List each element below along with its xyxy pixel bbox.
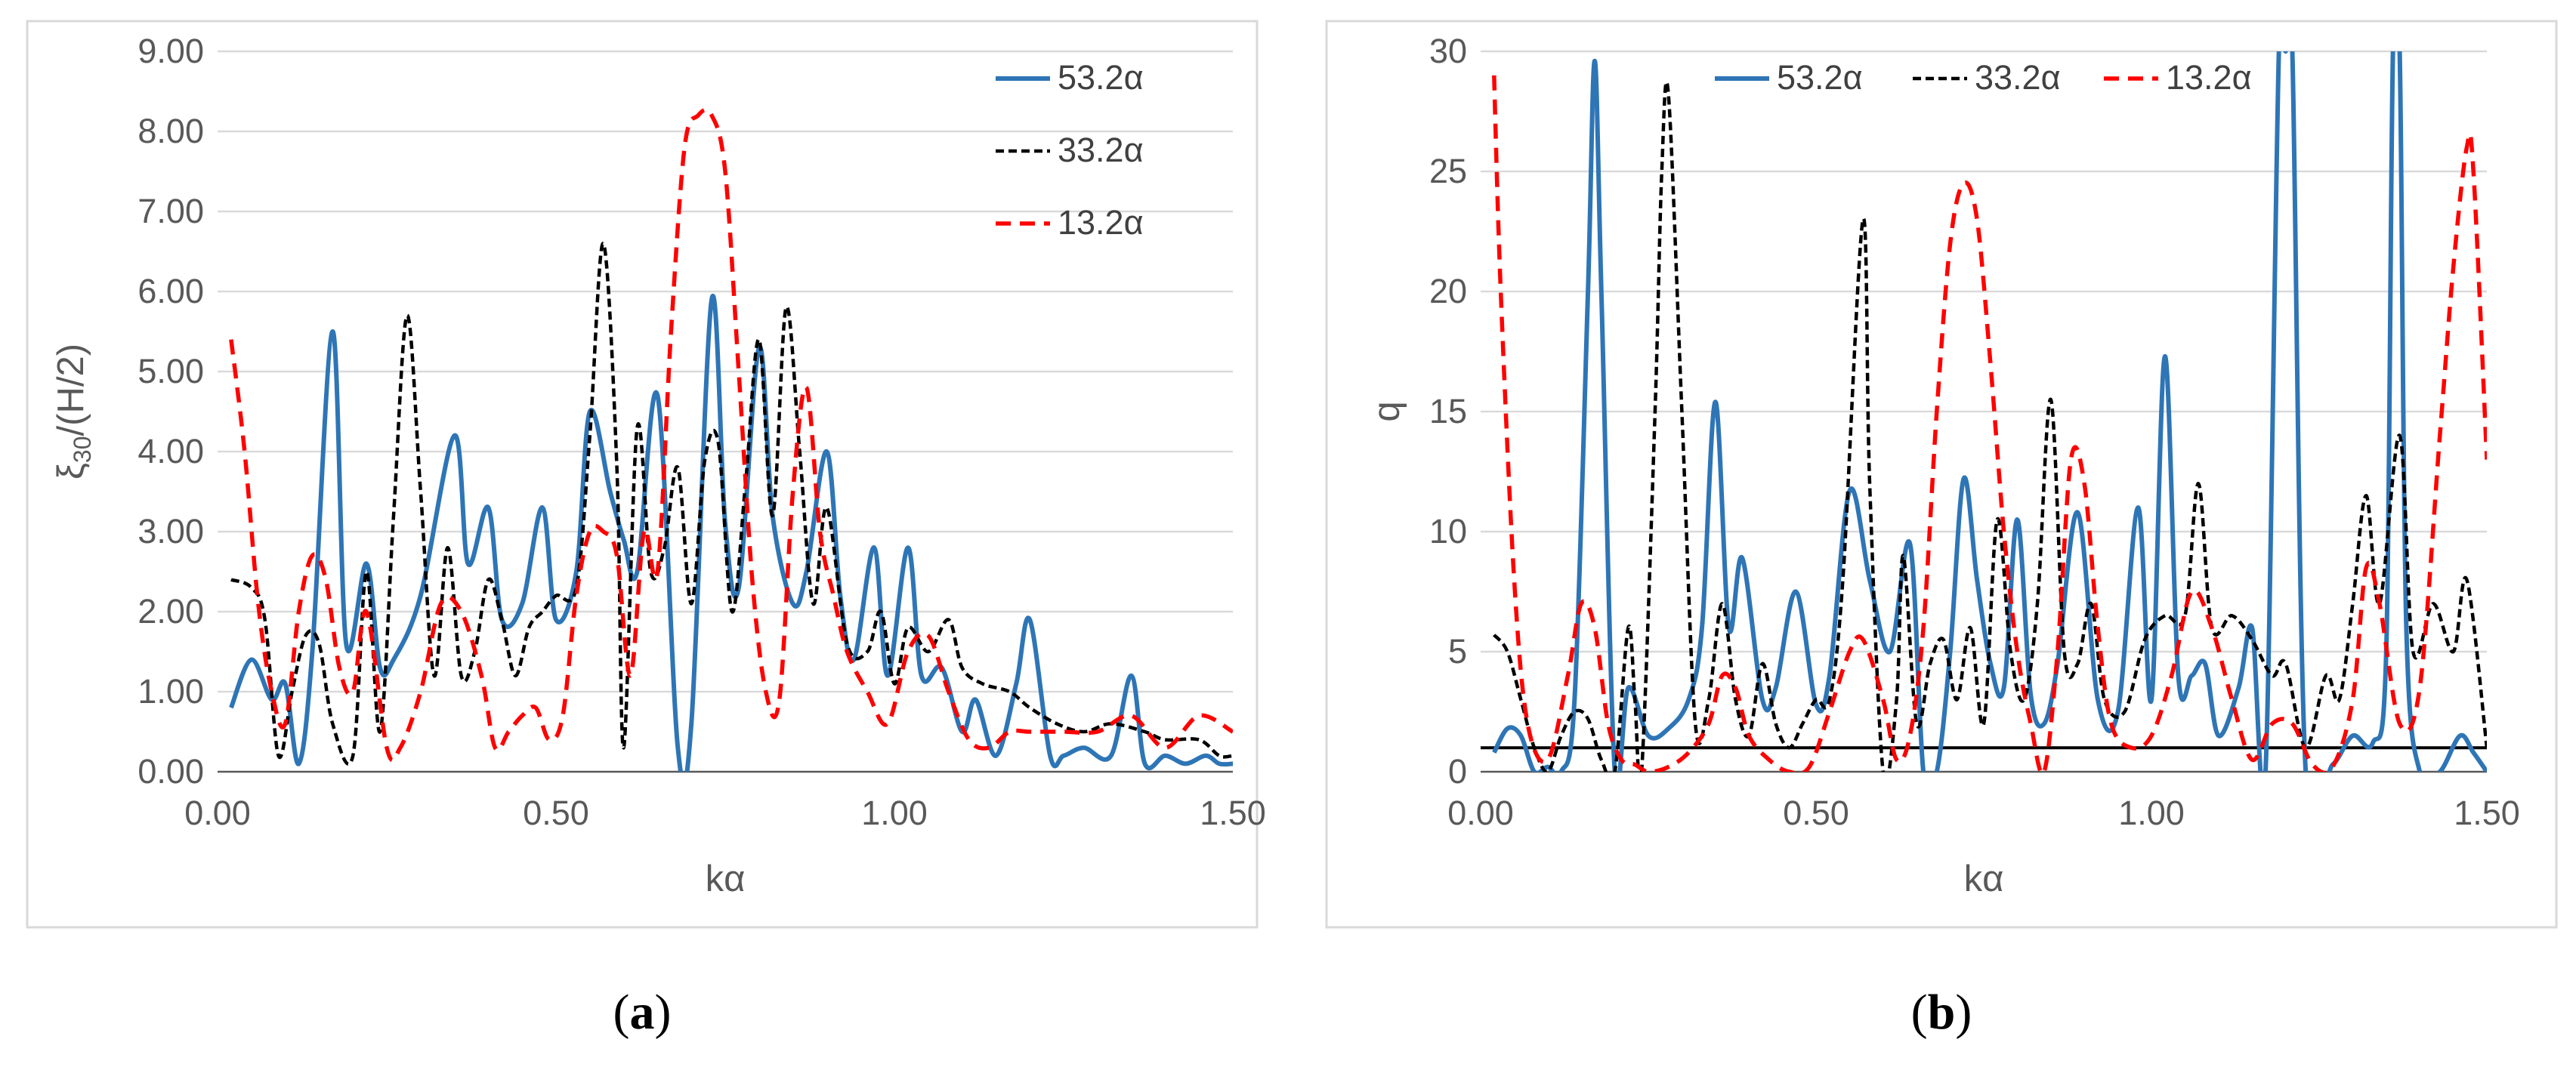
y-tick-label: 20 <box>1429 272 1467 310</box>
panel-a-x-tick-labels: 0.00 0.50 1.00 1.50 <box>184 794 1266 832</box>
legend-label-2: 33.2α <box>1058 131 1144 169</box>
x-tick-label: 0.00 <box>1447 794 1514 832</box>
legend-label-1: 53.2α <box>1058 58 1144 97</box>
x-tick-label: 0.50 <box>1783 794 1849 832</box>
y-tick-label: 6.00 <box>137 272 204 310</box>
panel-b-legend: 53.2α 33.2α 13.2α <box>1715 58 2252 97</box>
panel-b-y-tick-labels: 0 5 10 15 20 25 30 <box>1429 32 1467 791</box>
y-tick-label: 7.00 <box>137 192 204 230</box>
legend-label-3: 13.2α <box>1058 203 1144 242</box>
x-tick-label: 1.50 <box>2454 794 2520 832</box>
y-tick-label: 10 <box>1429 512 1467 550</box>
y-tick-label: 25 <box>1429 152 1467 190</box>
panel-a-y-axis-title: ξ30/(H/2) <box>51 344 96 480</box>
y-tick-label: 0.00 <box>137 752 204 791</box>
legend-label-3: 13.2α <box>2166 58 2252 97</box>
panel-b-plot-area <box>1481 51 2487 772</box>
y-tick-label: 30 <box>1429 32 1467 70</box>
series-line-2 <box>230 242 1233 766</box>
panel-b-x-axis-title: kα <box>1964 859 2004 899</box>
panel-b-frame <box>1325 20 2558 929</box>
panel-b: 0 5 10 15 20 25 30 0.00 0.50 1.00 1.50 kα q 53.2α… <box>1325 20 2558 929</box>
panel-a-x-axis-title: kα <box>706 859 746 899</box>
y-tick-label: 2.00 <box>137 592 204 631</box>
y-tick-label: 5.00 <box>137 352 204 390</box>
series-line-3 <box>229 107 1233 763</box>
y-tick-label: 0 <box>1448 752 1467 791</box>
y-tick-label: 4.00 <box>137 432 204 470</box>
panel-b-y-axis-title: q <box>1367 401 1407 421</box>
y-title-rest: /(H/2) <box>51 344 91 436</box>
legend-label-1: 53.2α <box>1777 58 1863 97</box>
panel-a-legend: 53.2α 33.2α 13.2α <box>996 58 1144 242</box>
panel-b-caption: (b) <box>1911 985 1972 1040</box>
series-line-3 <box>1492 75 2487 772</box>
svg-text:ξ30/(H/2): ξ30/(H/2) <box>51 344 96 480</box>
y-tick-label: 5 <box>1448 632 1467 671</box>
y-tick-label: 15 <box>1429 392 1467 430</box>
y-tick-label: 3.00 <box>137 512 204 550</box>
x-tick-label: 0.50 <box>523 794 589 832</box>
legend-label-2: 33.2α <box>1975 58 2061 97</box>
x-tick-label: 1.50 <box>1200 794 1266 832</box>
y-title-base: ξ <box>51 463 91 480</box>
y-title-subscript: 30 <box>69 436 96 463</box>
x-tick-label: 1.00 <box>2118 794 2185 832</box>
x-tick-label: 1.00 <box>861 794 928 832</box>
panel-a: 0.00 1.00 2.00 3.00 4.00 5.00 6.00 7.00 8.00 9.00… <box>26 20 1266 929</box>
panel-b-x-tick-labels: 0.00 0.50 1.00 1.50 <box>1447 794 2520 832</box>
panel-a-caption: (a) <box>613 985 672 1040</box>
y-tick-label: 8.00 <box>137 112 204 150</box>
series-line-1 <box>229 294 1233 772</box>
panel-a-gridlines <box>218 50 1233 773</box>
panel-a-y-tick-labels: 0.00 1.00 2.00 3.00 4.00 5.00 6.00 7.00 8.00 9.00 <box>137 32 204 791</box>
y-tick-label: 9.00 <box>137 32 204 70</box>
y-tick-label: 1.00 <box>137 672 204 711</box>
panel-a-plot-area <box>229 107 1233 772</box>
x-tick-label: 0.00 <box>184 794 251 832</box>
